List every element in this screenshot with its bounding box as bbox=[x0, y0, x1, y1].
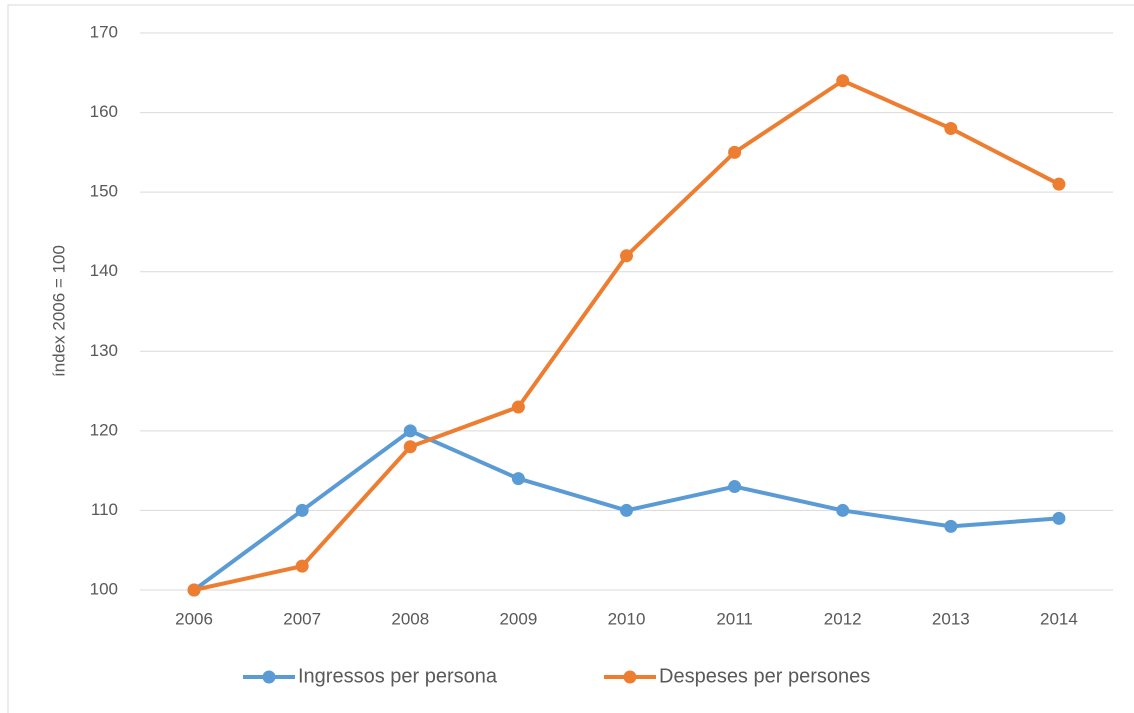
y-tick-label: 130 bbox=[90, 341, 118, 360]
x-tick-label: 2009 bbox=[499, 609, 537, 628]
data-point bbox=[511, 472, 525, 486]
chart-frame bbox=[7, 4, 1134, 713]
data-point bbox=[295, 503, 309, 517]
x-tick-label: 2008 bbox=[391, 609, 429, 628]
y-tick-label: 110 bbox=[91, 500, 118, 519]
data-point bbox=[728, 145, 742, 159]
data-point bbox=[836, 503, 850, 517]
legend-marker bbox=[262, 670, 276, 684]
data-point bbox=[944, 121, 958, 135]
data-point bbox=[620, 249, 633, 263]
y-tick-label: 170 bbox=[90, 22, 118, 41]
data-point bbox=[620, 503, 633, 517]
legend-marker bbox=[623, 670, 637, 684]
y-tick-label: 100 bbox=[90, 579, 118, 598]
y-axis-label: índex 2006 = 100 bbox=[49, 245, 68, 377]
x-tick-label: 2006 bbox=[175, 609, 213, 628]
data-point bbox=[944, 519, 958, 533]
data-point bbox=[1052, 511, 1066, 525]
data-point bbox=[403, 424, 417, 438]
data-point bbox=[403, 440, 417, 454]
x-tick-label: 2012 bbox=[824, 609, 862, 628]
data-point bbox=[295, 559, 309, 573]
y-tick-label: 150 bbox=[90, 182, 118, 201]
data-point bbox=[836, 74, 850, 88]
data-point bbox=[511, 400, 525, 414]
data-point bbox=[728, 480, 742, 494]
x-tick-label: 2010 bbox=[608, 609, 646, 628]
x-tick-label: 2011 bbox=[716, 609, 753, 628]
data-point bbox=[187, 583, 201, 597]
x-tick-label: 2013 bbox=[932, 609, 970, 628]
y-tick-label: 120 bbox=[90, 420, 118, 439]
data-point bbox=[1052, 177, 1066, 191]
y-tick-label: 160 bbox=[90, 102, 118, 121]
y-tick-label: 140 bbox=[90, 261, 118, 280]
x-tick-label: 2007 bbox=[283, 609, 321, 628]
legend-label: Despeses per persones bbox=[659, 665, 870, 687]
x-tick-label: 2014 bbox=[1040, 609, 1078, 628]
legend-label: Ingressos per persona bbox=[298, 665, 498, 687]
